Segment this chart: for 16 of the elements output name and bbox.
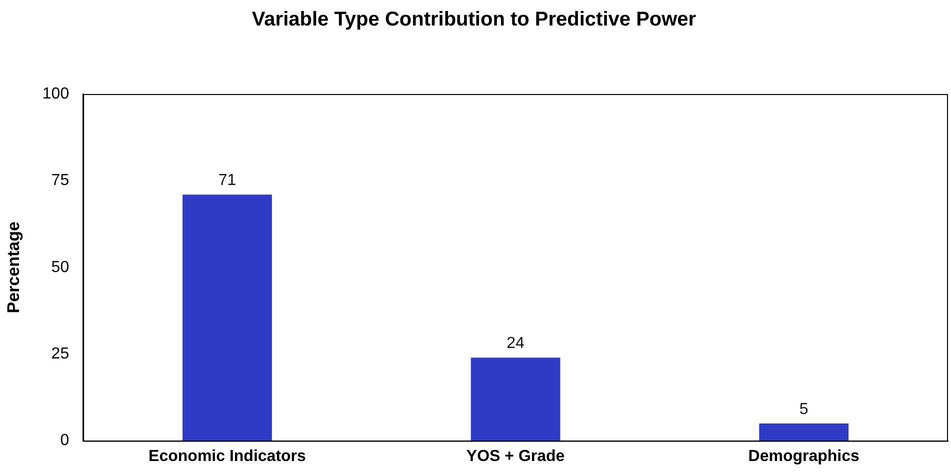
y-tick-label: 0: [60, 432, 70, 450]
data-label: 24: [506, 334, 525, 352]
bar: [759, 423, 849, 441]
y-axis-title: Percentage: [4, 222, 23, 314]
y-tick-label: 50: [51, 258, 70, 276]
chart-title: Variable Type Contribution to Predictive Power: [252, 8, 696, 31]
y-tick-label: 75: [51, 172, 70, 190]
y-tick-label: 25: [51, 346, 70, 363]
x-tick-label: Demographics: [748, 448, 860, 465]
x-tick-label: YOS + Grade: [466, 448, 565, 465]
x-tick-label: Economic Indicators: [148, 448, 306, 465]
y-tick-label: 100: [42, 85, 70, 102]
bar: [470, 358, 560, 441]
bar: [182, 194, 272, 441]
data-label: 5: [799, 400, 808, 418]
data-label: 71: [218, 172, 236, 189]
